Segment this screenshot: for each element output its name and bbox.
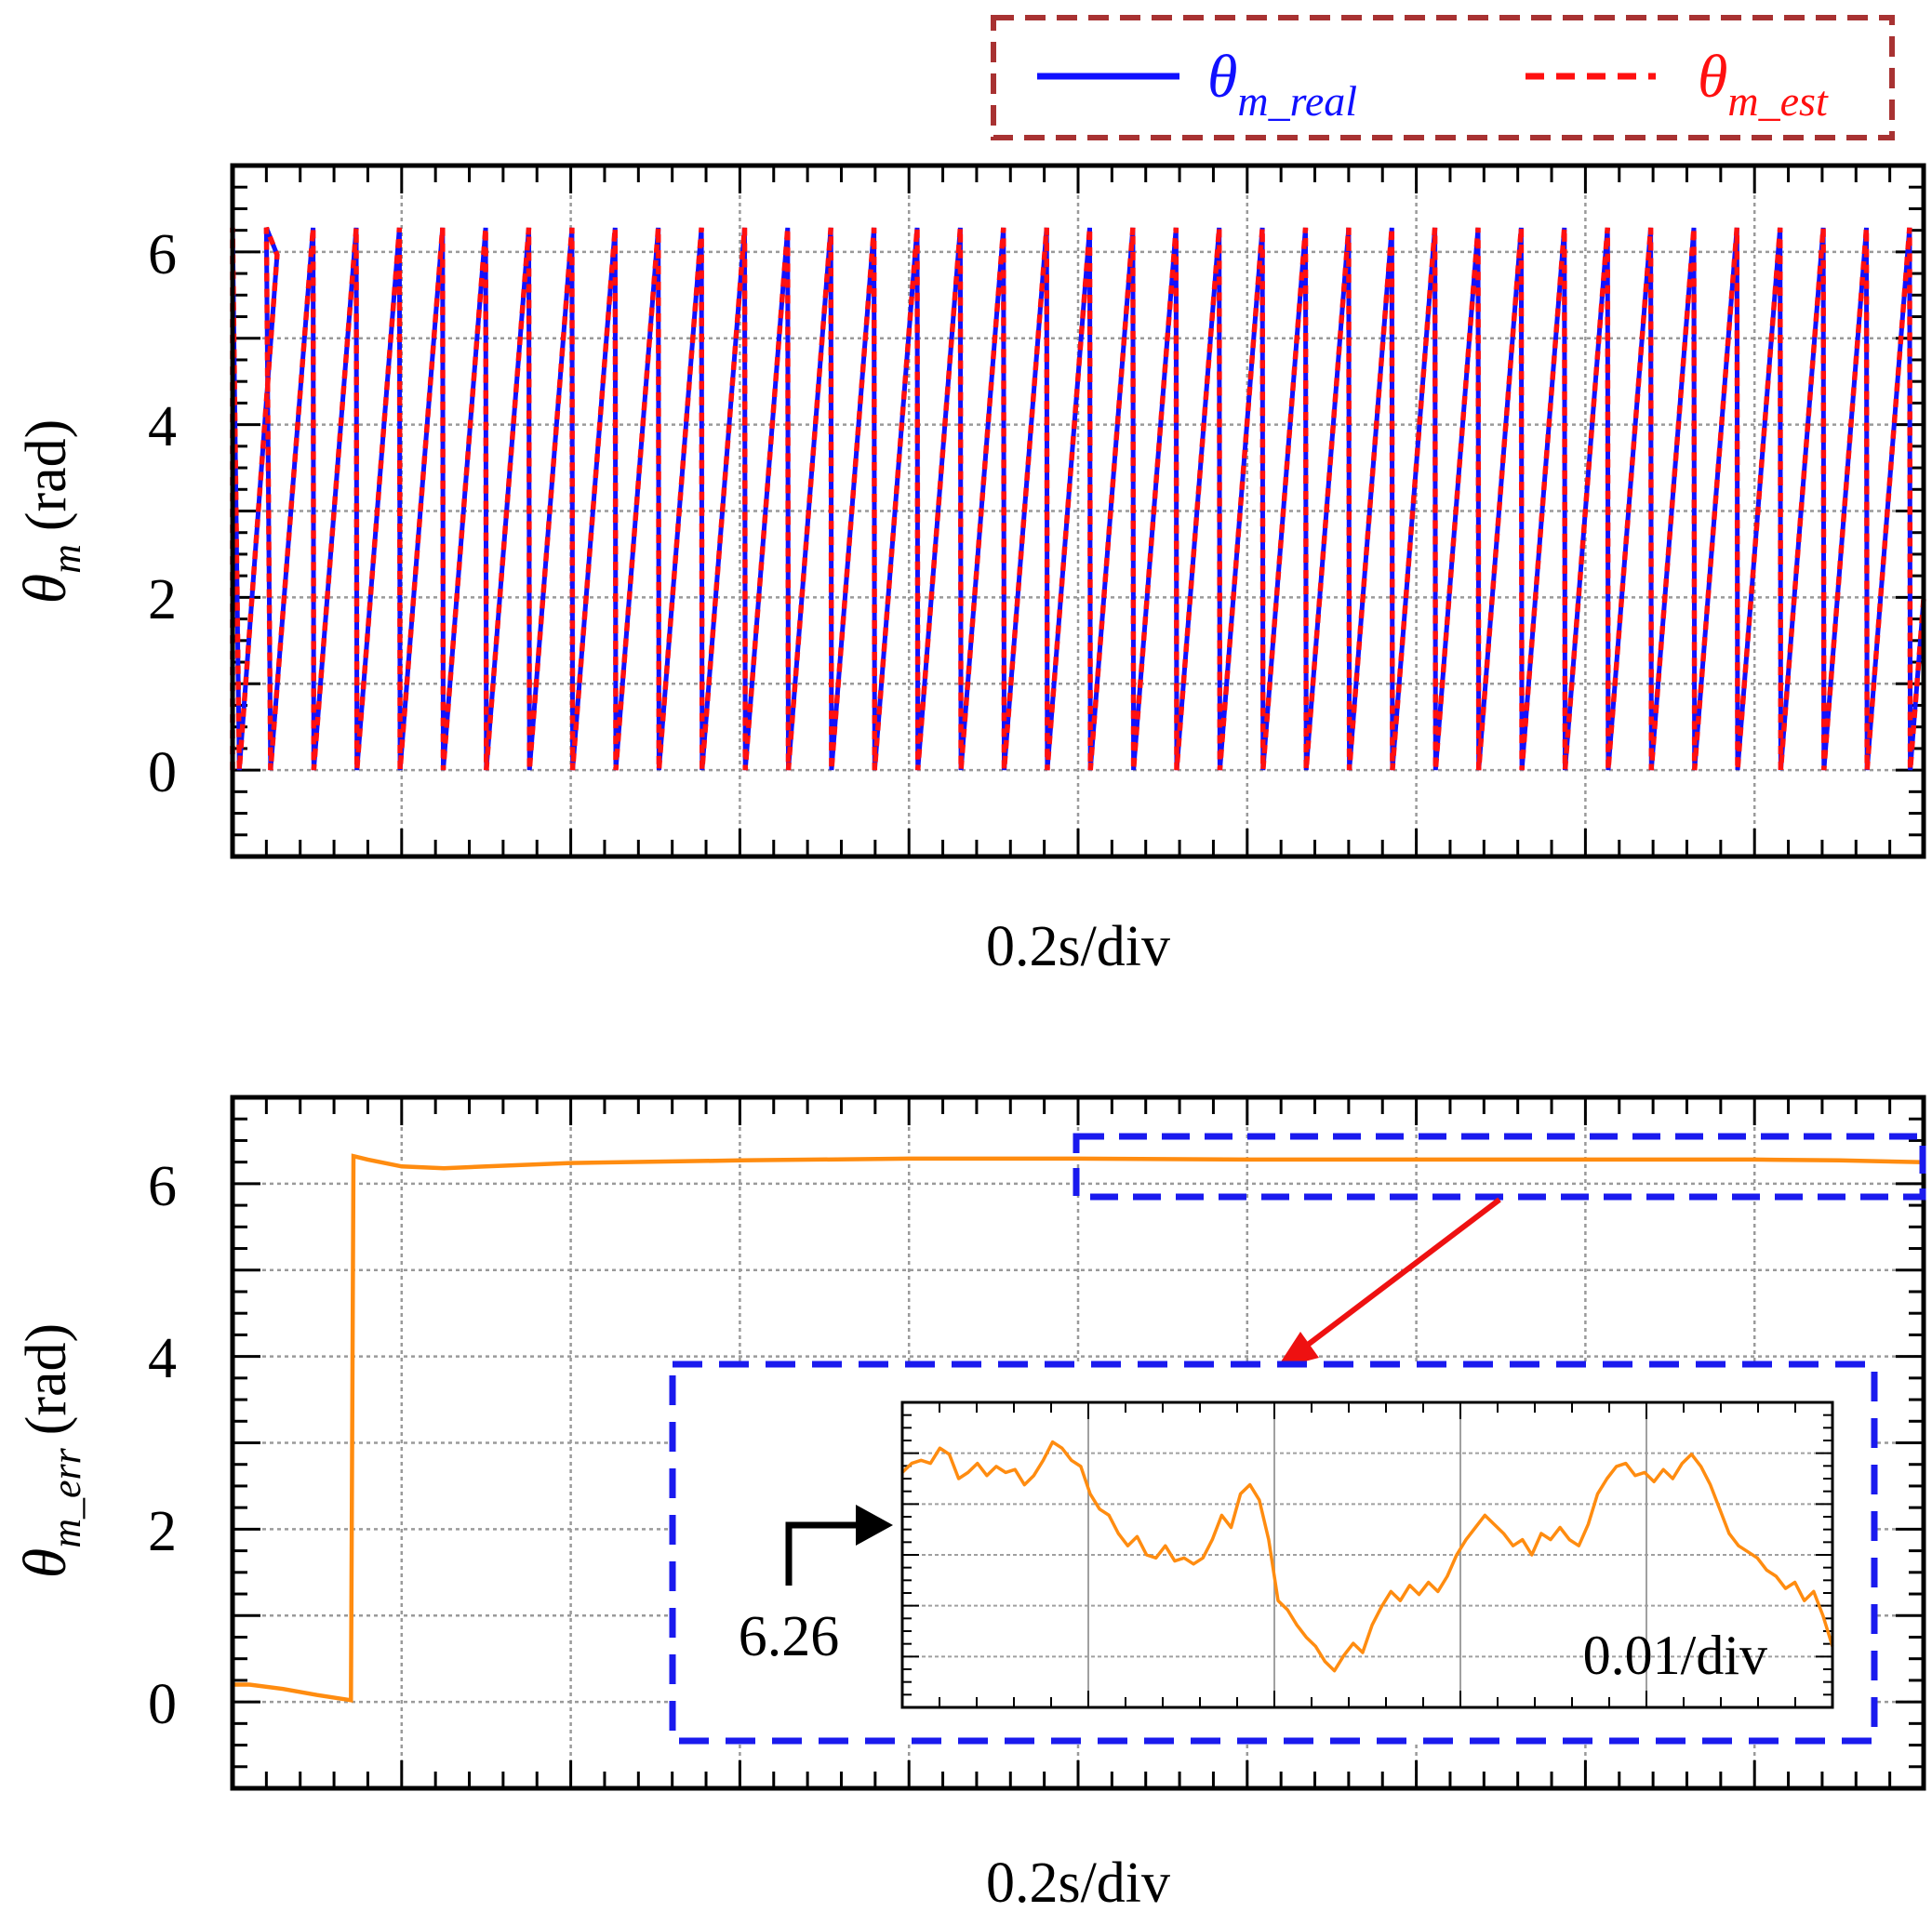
zoom-arrow-shaft <box>1299 1197 1501 1353</box>
top-y-axis-title: θm (rad) <box>11 419 89 604</box>
inset-minor-ticks <box>901 1401 1833 1708</box>
inset-x-label: 0.01/div <box>1583 1625 1767 1686</box>
bottom-plot-frame <box>230 1095 1926 1791</box>
zoom-arrow-head <box>1276 1332 1319 1369</box>
inset-series-line <box>900 1440 1834 1673</box>
bottom-ylabel-subscript: m_err <box>44 1447 89 1547</box>
bottom-chart: 0 2 4 6 θm_err (rad) 0.2s/div 0.01/div 6.… <box>11 1095 1926 1915</box>
top-x-axis-title: 0.2s/div <box>986 915 1170 978</box>
legend: θm_real θm_est <box>991 15 1895 140</box>
bottom-ylabel-unit: (rad) <box>15 1323 78 1435</box>
top-plot-frame <box>230 163 1926 859</box>
top-ylabel-symbol: θ <box>11 574 79 604</box>
inset-annotation-value: 6.26 <box>739 1605 840 1668</box>
legend-est-symbol: θ <box>1698 43 1727 111</box>
legend-real-symbol: θ <box>1207 43 1237 111</box>
bottom-ytick-0: 0 <box>148 1673 177 1736</box>
bottom-minor-ticks <box>231 1095 1925 1790</box>
bottom-ytick-6: 6 <box>148 1155 177 1218</box>
inset-frame <box>900 1401 1834 1709</box>
bottom-y-tick-labels: 0 2 4 6 <box>148 1155 177 1736</box>
legend-est-subscript: m_est <box>1727 77 1829 125</box>
top-ytick-0: 0 <box>148 741 177 804</box>
top-chart: 0 2 4 6 θm (rad) 0.2s/div <box>11 163 1926 978</box>
bottom-y-axis-title: θm_err (rad) <box>11 1323 89 1578</box>
bottom-ytick-4: 4 <box>148 1327 177 1390</box>
top-ytick-2: 2 <box>148 568 177 631</box>
series-theta-m-est <box>230 226 1926 771</box>
top-ytick-6: 6 <box>148 223 177 286</box>
top-ylabel-subscript: m <box>44 544 89 574</box>
inset-series <box>900 1440 1834 1673</box>
inset-annotation: 6.26 <box>739 1505 893 1668</box>
top-y-tick-labels: 0 2 4 6 <box>148 223 177 804</box>
top-plot-series <box>230 226 1926 771</box>
zoom-source-box <box>1073 1133 1926 1201</box>
top-ylabel-unit: (rad) <box>15 419 78 531</box>
top-ytick-4: 4 <box>148 395 177 458</box>
bottom-x-axis-title: 0.2s/div <box>986 1852 1170 1915</box>
bottom-plot-series <box>233 1153 1925 1703</box>
legend-label-real: θm_real <box>1207 43 1357 125</box>
bottom-ylabel-symbol: θ <box>11 1548 79 1578</box>
series-theta-m-err <box>233 1153 1925 1703</box>
inset-annotation-arrowhead <box>856 1505 893 1546</box>
inset-annotation-arrow <box>785 1521 860 1586</box>
legend-label-est: θm_est <box>1698 43 1829 125</box>
inset-grid <box>902 1402 1832 1707</box>
inset-chart: 0.01/div 6.26 <box>739 1401 1834 1709</box>
bottom-ytick-2: 2 <box>148 1500 177 1563</box>
legend-real-subscript: m_real <box>1237 77 1357 125</box>
